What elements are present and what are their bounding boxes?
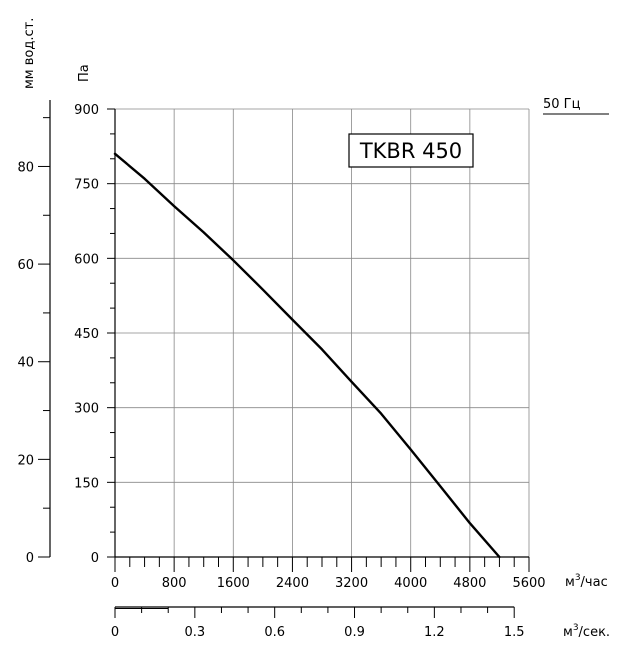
y-axis-title-pa: Па	[77, 64, 92, 82]
model-label: TKBR 450	[359, 139, 462, 163]
x-tick-label: 1600	[217, 576, 250, 591]
x-tick-label: 800	[162, 576, 187, 591]
x2-tick-label: 0.6	[264, 625, 285, 640]
x-tick-label: 4800	[453, 576, 486, 591]
x2-tick-label: 0	[111, 625, 119, 640]
x-unit-base: м	[565, 575, 575, 590]
model-label-box	[348, 133, 474, 168]
y-tick-label: 450	[74, 327, 99, 342]
x-axis-unit-m3h: м3/час	[565, 573, 608, 590]
y-tick-label: 900	[74, 103, 99, 118]
x2-unit-superscript: 3	[573, 623, 579, 633]
x-tick-label: 4000	[394, 576, 427, 591]
y2-tick-label: 60	[17, 258, 34, 273]
x-unit-rest: /час	[581, 575, 608, 590]
series-layer	[113, 152, 501, 559]
y2-tick-label: 20	[17, 453, 34, 468]
x2-unit-base: м	[563, 625, 573, 640]
x2-tick-label: 1.2	[424, 625, 445, 640]
axes	[38, 100, 530, 618]
x-tick-label: 0	[111, 576, 119, 591]
x-unit-superscript: 3	[575, 573, 581, 583]
x2-tick-label: 1.5	[504, 625, 525, 640]
x-tick-label: 5600	[512, 576, 545, 591]
y-tick-label: 150	[74, 476, 99, 491]
x2-tick-label: 0.3	[184, 625, 205, 640]
x2-unit-rest: /сек.	[579, 625, 611, 640]
x-axis-unit-m3s: м3/сек.	[563, 623, 610, 640]
y-tick-label: 600	[74, 252, 99, 267]
performance-curve	[113, 152, 501, 559]
y2-tick-label: 0	[26, 551, 34, 566]
y-tick-label: 750	[74, 178, 99, 193]
x-tick-label: 3200	[335, 576, 368, 591]
x-tick-label: 2400	[276, 576, 309, 591]
y-tick-label: 300	[74, 402, 99, 417]
grid	[115, 108, 530, 557]
y-tick-label: 0	[91, 551, 99, 566]
y2-tick-label: 80	[17, 160, 34, 175]
y-axis-title-mm: мм вод.ст.	[22, 18, 37, 89]
frequency-label: 50 Гц	[543, 97, 581, 112]
x2-tick-label: 0.9	[344, 625, 365, 640]
y2-tick-label: 40	[17, 356, 34, 371]
